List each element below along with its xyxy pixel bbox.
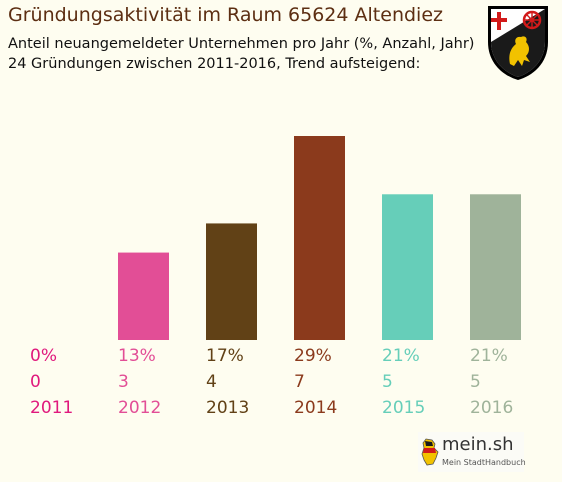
percent-label-2011: 0% (30, 346, 57, 366)
count-label-2016: 5 (470, 372, 481, 392)
brand-tagline: Mein StadtHandbuch (442, 458, 526, 467)
percent-label-2013: 17% (206, 346, 244, 366)
percent-label-2015: 21% (382, 346, 420, 366)
year-label-2014: 2014 (294, 398, 338, 418)
bar-2012 (118, 252, 169, 340)
count-label-2015: 5 (382, 372, 393, 392)
bar-2015 (382, 194, 433, 340)
bar-2014 (294, 136, 345, 340)
chart-title: Gründungsaktivität im Raum 65624 Altendi… (8, 4, 443, 26)
percent-label-2016: 21% (470, 346, 508, 366)
year-label-2012: 2012 (118, 398, 162, 418)
percent-label-2014: 29% (294, 346, 332, 366)
chart-summary: 24 Gründungen zwischen 2011-2016, Trend … (8, 56, 421, 72)
year-label-2011: 2011 (30, 398, 74, 418)
chart-subtitle: Anteil neuangemeldeter Unternehmen pro J… (8, 36, 475, 52)
brand-name: mein.sh (442, 434, 514, 455)
germany-map-icon (421, 438, 439, 466)
year-label-2013: 2013 (206, 398, 250, 418)
count-label-2012: 3 (118, 372, 129, 392)
count-label-2011: 0 (30, 372, 41, 392)
bar-2013 (206, 223, 257, 340)
coat-of-arms-icon (488, 6, 548, 80)
year-label-2015: 2015 (382, 398, 426, 418)
count-label-2013: 4 (206, 372, 217, 392)
count-label-2014: 7 (294, 372, 305, 392)
brand-logo[interactable]: mein.sh Mein StadtHandbuch (418, 432, 526, 472)
percent-label-2012: 13% (118, 346, 156, 366)
bar-2016 (470, 194, 521, 340)
year-label-2016: 2016 (470, 398, 514, 418)
